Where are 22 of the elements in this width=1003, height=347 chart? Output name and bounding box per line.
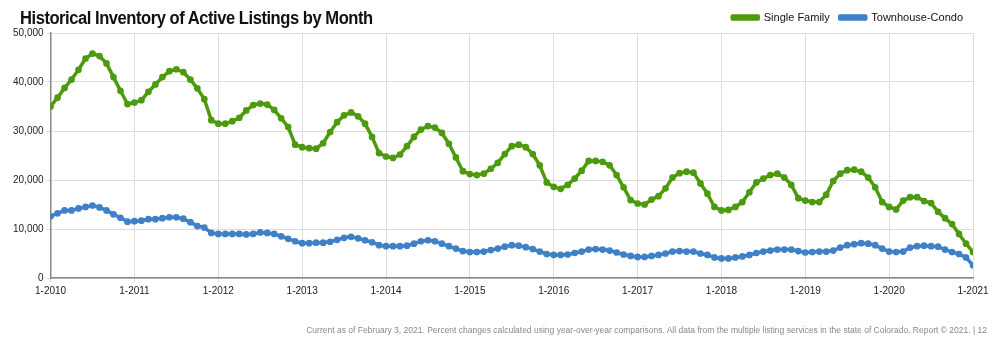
x-tick-label: 1-2012 [202, 284, 235, 296]
y-tick-label: 10,000 [12, 222, 45, 234]
x-tick-label: 1-2019 [789, 284, 822, 296]
x-tick-label: 1-2010 [35, 284, 67, 296]
y-tick-label: 50,000 [12, 26, 45, 38]
x-tick-label: 1-2013 [286, 284, 319, 296]
x-tick-label: 1-2020 [873, 284, 906, 296]
x-tick-label: 1-2017 [622, 284, 654, 296]
x-tick-label: 1-2015 [454, 284, 486, 296]
x-tick-label: 1-2014 [370, 284, 403, 296]
text: Current as of February 3, 2021. Percent changes calculated using year-over-year comparisons. All data from the multiple listing services in the state of Colorado. Report © 2021. | 12 [306, 325, 987, 335]
legend-label: Townhouse-Condo [871, 10, 964, 23]
y-tick-label: 20,000 [12, 173, 45, 185]
x-tick-label: 1-2021 [957, 284, 990, 296]
chart-title: Historical Inventory of Active Listings by Month [20, 8, 373, 28]
y-tick-label: 0 [38, 271, 45, 283]
y-tick-label: 40,000 [12, 75, 45, 87]
x-tick-label: 1-2011 [119, 284, 151, 296]
y-tick-label: 30,000 [12, 124, 45, 136]
x-tick-label: 1-2018 [705, 284, 738, 296]
x-tick-label: 1-2016 [538, 284, 570, 296]
legend-label: Single Family [763, 10, 831, 23]
